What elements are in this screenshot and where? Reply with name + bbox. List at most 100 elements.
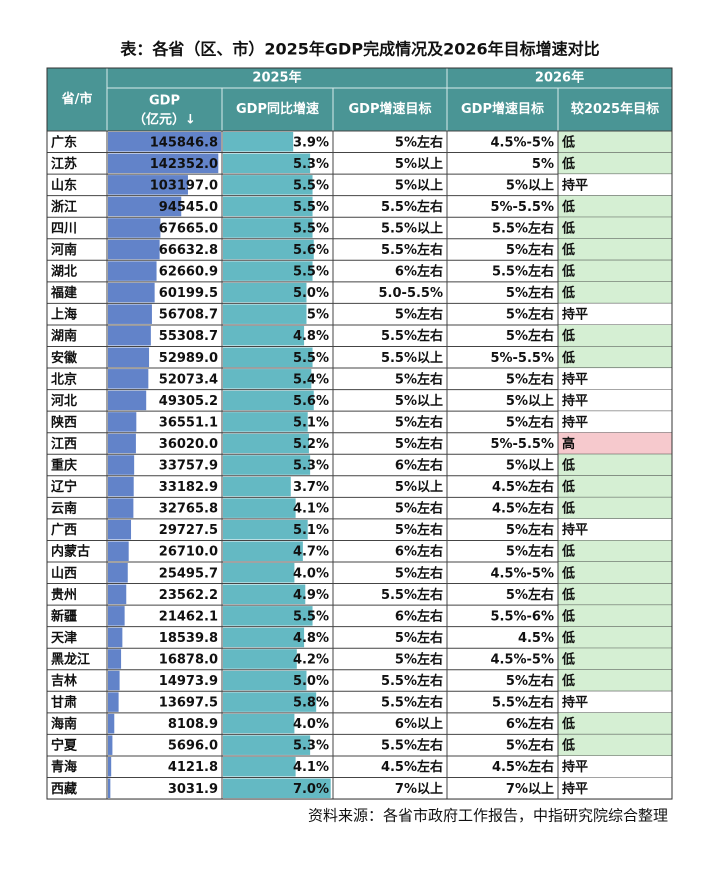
target-2026: 5%左右: [506, 738, 554, 754]
growth-bar: [223, 412, 308, 432]
growth-value: 5%: [307, 308, 329, 323]
compare-bg: [558, 497, 672, 519]
gdp-value: 142352.0: [150, 157, 218, 172]
target-2026: 5%以上: [506, 178, 554, 193]
gdp-value: 32765.8: [159, 502, 218, 517]
growth-bar: [223, 476, 291, 497]
target-2026: 5.5%左右: [492, 220, 554, 236]
growth-bar: [223, 196, 313, 217]
title: 表：各省（区、市）2025年GDP完成情况及2026年目标增速对比: [119, 40, 599, 59]
gdp-bar: [108, 692, 119, 712]
target-2026: 7%以上: [506, 782, 554, 797]
gdp-value: 52989.0: [159, 351, 218, 366]
growth-bar: [223, 584, 306, 605]
growth-value: 5.6%: [293, 394, 329, 409]
header-cell: 较2025年目标: [571, 101, 659, 117]
target-2026: 5.5%-6%: [490, 609, 554, 624]
gdp-value: 52073.4: [159, 372, 218, 387]
province: 宁夏: [51, 738, 78, 754]
target-2025: 5.5%左右: [381, 587, 443, 603]
compare: 持平: [562, 393, 588, 409]
gdp-bar: [108, 606, 125, 626]
compare: 低: [561, 134, 575, 150]
compare-bg: [558, 346, 672, 369]
header-cell: 2025年: [252, 70, 301, 86]
target-2025: 5%左右: [395, 414, 443, 430]
compare-bg: [558, 605, 672, 627]
growth-value: 5.1%: [293, 523, 329, 538]
compare: 持平: [562, 781, 588, 797]
growth-bar: [223, 756, 296, 777]
compare-bg: [558, 368, 672, 390]
gdp-bar: [108, 304, 152, 324]
growth-bar: [223, 239, 314, 260]
target-2026: 4.5%左右: [492, 759, 554, 775]
compare: 低: [561, 651, 575, 667]
growth-value: 5.0%: [293, 674, 329, 689]
target-2026: 4.5%左右: [492, 479, 554, 495]
header-cell: 省/市: [61, 91, 93, 107]
gdp-bar: [108, 282, 155, 303]
province: 福建: [50, 285, 77, 301]
target-2025: 6%左右: [395, 458, 443, 474]
province: 上海: [51, 307, 77, 323]
compare-bg: [558, 562, 672, 584]
growth-bar: [223, 541, 303, 561]
gdp-value: 23562.2: [159, 588, 218, 603]
gdp-value: 67665.0: [159, 221, 218, 236]
target-2026: 4.5%左右: [492, 501, 554, 517]
compare: 低: [561, 738, 575, 754]
gdp-value: 33182.9: [159, 480, 218, 495]
gdp-bar: [108, 649, 122, 669]
growth-bar: [223, 369, 312, 389]
growth-bar: [223, 563, 295, 583]
compare: 低: [561, 264, 575, 280]
target-2025: 5%以上: [395, 157, 443, 172]
compare-bg: [558, 411, 672, 433]
target-2026: 5%-5.5%: [490, 200, 554, 215]
compare: 持平: [562, 307, 588, 323]
compare-bg: [558, 648, 672, 670]
target-2025: 5%左右: [395, 134, 443, 150]
growth-bar: [223, 261, 313, 281]
growth-bar: [223, 735, 311, 755]
gdp-bar: [108, 347, 150, 368]
province: 河北: [51, 393, 77, 409]
gdp-bar: [108, 584, 127, 605]
compare: 低: [561, 501, 575, 517]
compare: 低: [561, 285, 575, 301]
gdp-bar: [108, 498, 134, 518]
compare: 低: [561, 350, 575, 366]
gdp-value: 25495.7: [159, 566, 218, 581]
target-2026: 4.5%: [518, 631, 554, 646]
compare-bg: [558, 454, 672, 476]
target-2025: 6%以上: [395, 717, 443, 732]
gdp-value: 4121.8: [168, 760, 218, 775]
target-2026: 4.5%-5%: [490, 566, 554, 581]
compare-bg: [558, 691, 672, 713]
growth-value: 5.5%: [293, 351, 329, 366]
compare-bg: [558, 475, 672, 498]
compare-bg: [558, 174, 672, 196]
target-2025: 5.5%左右: [381, 673, 443, 689]
province: 甘肃: [51, 695, 77, 711]
gdp-value: 33757.9: [159, 459, 218, 474]
header-cell: GDP同比增速: [236, 101, 319, 117]
gdp-value: 26710.0: [159, 545, 218, 560]
compare-bg: [558, 755, 672, 778]
table-frame: [46, 67, 673, 800]
target-2025: 5%以上: [395, 178, 443, 193]
target-2025: 5%左右: [395, 630, 443, 646]
growth-bar: [223, 347, 313, 368]
gdp-bar: [108, 670, 120, 691]
province: 安徽: [51, 350, 78, 366]
growth-bar: [223, 519, 308, 540]
target-2025: 5.5%左右: [381, 242, 443, 258]
province: 广西: [51, 522, 77, 538]
growth-bar: [223, 218, 313, 238]
target-2025: 7%以上: [395, 782, 443, 797]
growth-bar: [223, 455, 311, 475]
compare-bg: [558, 777, 672, 800]
growth-bar: [223, 713, 295, 734]
growth-value: 7.0%: [293, 782, 329, 797]
